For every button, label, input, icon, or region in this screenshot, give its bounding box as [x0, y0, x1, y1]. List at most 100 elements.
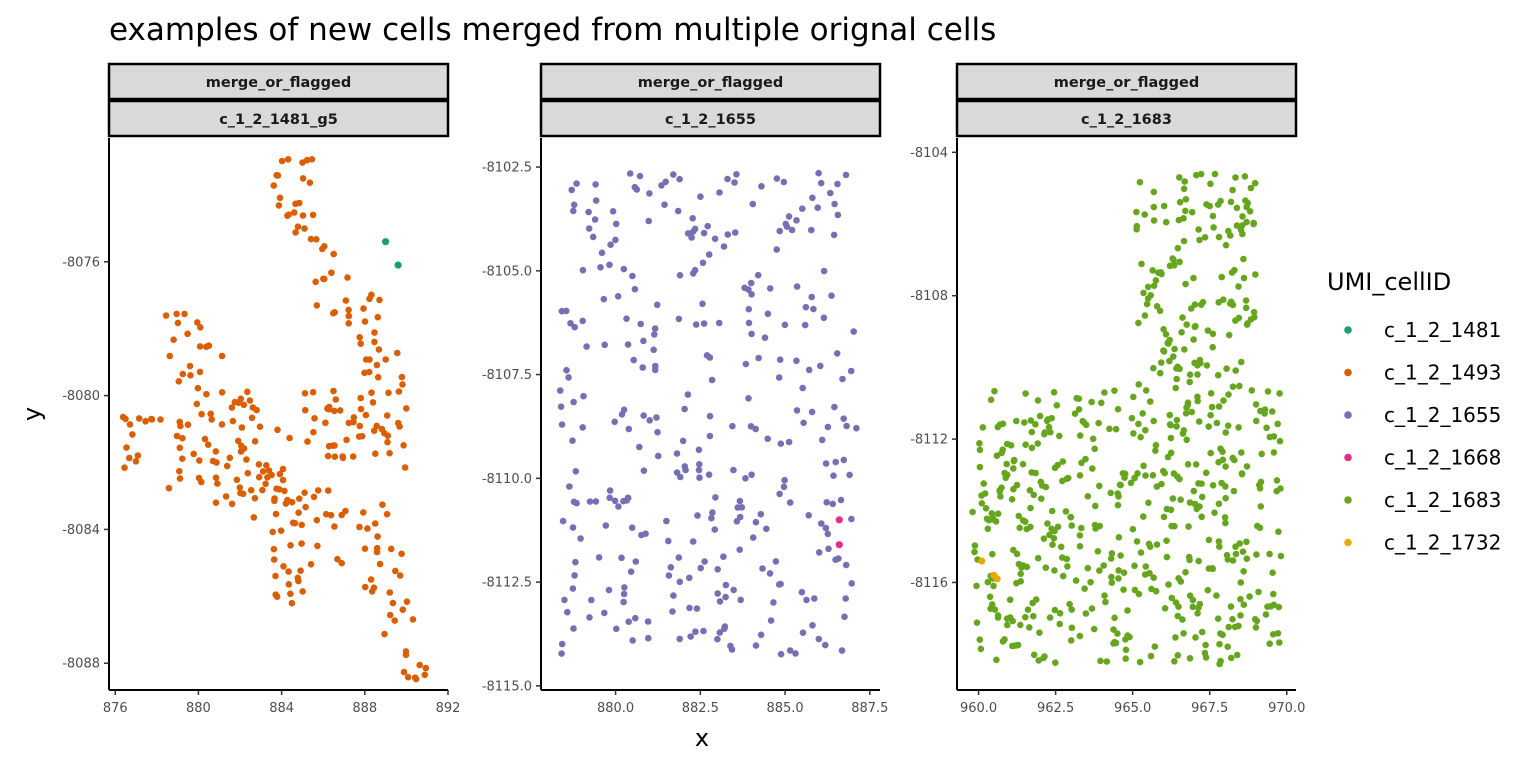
point-c_1_2_1655	[825, 545, 832, 553]
point-c_1_2_1655	[714, 635, 721, 643]
point-c_1_2_1683	[1075, 406, 1083, 413]
highlight-points-group-2	[835, 516, 843, 549]
point-c_1_2_1655	[632, 558, 640, 565]
point-c_1_2_1683	[993, 452, 1001, 460]
point-c_1_2_1493	[331, 523, 338, 530]
point-c_1_2_1683	[1010, 457, 1018, 465]
point-c_1_2_1683	[1243, 321, 1251, 328]
point-c_1_2_1655	[618, 411, 626, 418]
point-c_1_2_1655	[838, 647, 846, 654]
point-c_1_2_1683	[1190, 274, 1197, 282]
point-c_1_2_1655	[766, 285, 774, 292]
point-c_1_2_1655	[820, 267, 828, 275]
point-c_1_2_1683	[1194, 362, 1201, 369]
point-c_1_2_1655	[598, 249, 606, 257]
point-c_1_2_1655	[556, 387, 564, 394]
point-c_1_2_1683	[1048, 414, 1055, 422]
point-c_1_2_1655	[776, 490, 783, 498]
point-c_1_2_1655	[848, 580, 855, 587]
point-c_1_2_1493	[218, 389, 226, 396]
point-c_1_2_1683	[1133, 538, 1141, 545]
point-c_1_2_1683	[1195, 557, 1202, 565]
point-c_1_2_1655	[799, 629, 807, 636]
point-c_1_2_1655	[669, 608, 676, 615]
point-c_1_2_1655	[651, 325, 659, 332]
facet-strip-value-1	[107, 99, 450, 138]
point-c_1_2_1655	[834, 211, 842, 219]
point-c_1_2_1683	[1253, 551, 1260, 558]
point-c_1_2_1683	[1180, 427, 1188, 434]
point-c_1_2_1493	[170, 336, 177, 344]
legend-key-c_1_2_1481	[1344, 326, 1352, 334]
point-c_1_2_1683	[1133, 208, 1140, 216]
point-c_1_2_1655	[722, 581, 730, 589]
point-c_1_2_1683	[1091, 445, 1098, 453]
point-c_1_2_1683	[1152, 441, 1160, 449]
point-c_1_2_1683	[978, 500, 986, 507]
point-c_1_2_1683	[1243, 555, 1251, 562]
point-c_1_2_1683	[1124, 607, 1131, 614]
point-c_1_2_1655	[624, 341, 632, 348]
point-c_1_2_1655	[793, 407, 801, 414]
point-c_1_2_1655	[600, 295, 608, 303]
point-c_1_2_1683	[1149, 267, 1156, 274]
point-c_1_2_1683	[1208, 403, 1216, 411]
x-axis-title: x	[695, 724, 709, 752]
point-c_1_2_1655	[595, 554, 603, 561]
point-c_1_2_1683	[1246, 593, 1253, 600]
point-c_1_2_1655	[759, 565, 766, 572]
point-c_1_2_1493	[394, 349, 401, 357]
point-c_1_2_1683	[1195, 418, 1203, 425]
point-c_1_2_1683	[1231, 266, 1238, 274]
point-c_1_2_1683	[1111, 387, 1118, 395]
point-c_1_2_1493	[201, 435, 209, 443]
point-c_1_2_1683	[1256, 524, 1264, 532]
point-c_1_2_1655	[580, 392, 587, 400]
point-c_1_2_1683	[1188, 408, 1196, 416]
point-c_1_2_1493	[360, 509, 367, 516]
point-c_1_2_1683	[1183, 436, 1190, 444]
legend-label: c_1_2_1668	[1384, 446, 1501, 470]
point-c_1_2_1493	[307, 561, 315, 568]
point-c_1_2_1493	[289, 519, 297, 527]
point-c_1_2_1493	[274, 426, 281, 434]
point-c_1_2_1683	[1215, 538, 1223, 545]
point-c_1_2_1493	[372, 450, 379, 458]
point-c_1_2_1493	[310, 493, 318, 501]
point-c_1_2_1655	[748, 291, 755, 298]
point-c_1_2_1683	[1119, 470, 1127, 477]
point-c_1_2_1493	[270, 545, 278, 553]
point-c_1_2_1655	[588, 596, 595, 604]
point-c_1_2_1493	[244, 469, 252, 477]
point-c_1_2_1683	[1082, 455, 1089, 463]
point-c_1_2_1655	[636, 443, 643, 451]
point-c_1_2_1493	[236, 484, 244, 491]
point-c_1_2_1683	[991, 606, 999, 613]
point-c_1_2_1683	[1048, 507, 1056, 515]
point-c_1_2_1683	[1163, 537, 1170, 544]
point-c_1_2_1655	[637, 320, 644, 328]
point-c_1_2_1683	[1209, 330, 1217, 338]
point-c_1_2_1493	[198, 478, 205, 486]
point-c_1_2_1683	[1138, 260, 1145, 268]
point-c_1_2_1683	[1180, 630, 1187, 637]
point-c_1_2_1683	[1067, 513, 1074, 521]
point-c_1_2_1683	[1192, 634, 1199, 641]
point-c_1_2_1655	[824, 423, 832, 431]
point-c_1_2_1683	[1029, 599, 1036, 607]
point-c_1_2_1493	[374, 313, 382, 321]
point-c_1_2_1493	[376, 560, 384, 568]
point-c_1_2_1493	[279, 465, 287, 473]
point-c_1_2_1493	[231, 398, 239, 406]
point-c_1_2_1683	[1178, 329, 1185, 336]
point-c_1_2_1655	[705, 471, 713, 479]
point-c_1_2_1683	[1080, 419, 1088, 426]
y-tick-label: -8102.5	[482, 161, 532, 176]
point-c_1_2_1493	[338, 559, 346, 567]
point-c_1_2_1655	[823, 499, 830, 506]
point-c_1_2_1655	[681, 405, 688, 413]
point-c_1_2_1683	[1229, 186, 1236, 194]
point-c_1_2_1655	[650, 346, 657, 354]
point-c_1_2_1655	[815, 635, 823, 643]
point-c_1_2_1655	[737, 596, 744, 604]
